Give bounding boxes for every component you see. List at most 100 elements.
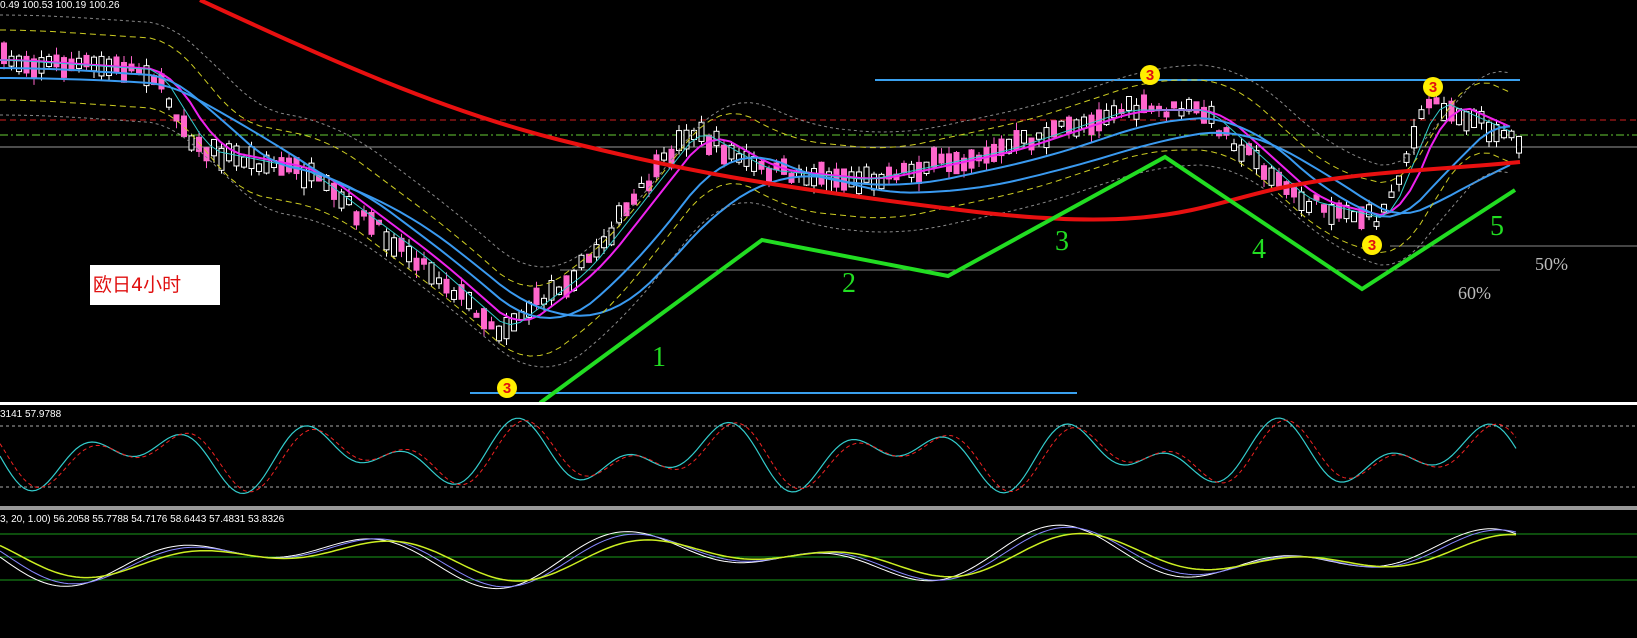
candle-body — [1388, 191, 1395, 198]
candle-body — [1268, 167, 1275, 186]
candle-body — [653, 154, 660, 178]
indicator-line — [0, 114, 1511, 368]
candle-body — [383, 231, 390, 251]
candle-body — [166, 98, 172, 108]
oscillator-line — [0, 419, 1517, 493]
wave-label: 3 — [1055, 226, 1069, 257]
candle-body — [8, 55, 15, 67]
candle-body — [23, 55, 30, 74]
candle-body — [226, 143, 232, 162]
candle-body — [676, 130, 682, 151]
candle-body — [961, 157, 967, 172]
candle-body — [203, 147, 210, 162]
candle-body — [1276, 171, 1282, 187]
candle-body — [436, 277, 442, 285]
marker-label: 3 — [1429, 79, 1437, 96]
candle-body — [1463, 111, 1470, 132]
candle-body — [83, 54, 90, 68]
candle-body — [488, 321, 495, 330]
candle-body — [878, 173, 885, 190]
candle-body — [721, 144, 727, 165]
indicator-line — [0, 14, 1511, 268]
wave-label: 4 — [1252, 234, 1266, 265]
candle-body — [1418, 109, 1425, 120]
candle-body — [1051, 120, 1057, 138]
marker-label: 3 — [1146, 67, 1154, 84]
candle-body — [428, 262, 435, 285]
candle-body — [368, 211, 375, 235]
candle-body — [1493, 124, 1500, 143]
panel-info: 3141 57.9788 — [0, 409, 62, 420]
candle-body — [1163, 111, 1170, 118]
candle-body — [728, 144, 735, 160]
candle-body — [1036, 132, 1042, 140]
candle-body — [1006, 138, 1012, 154]
candle-body — [548, 280, 555, 301]
candle-body — [533, 287, 540, 306]
candle-body — [1358, 206, 1365, 230]
candle-body — [698, 121, 705, 142]
candle-body — [1321, 204, 1327, 213]
wave-line — [538, 154, 1517, 405]
marker: 3 — [1362, 235, 1382, 255]
candle-body — [1, 42, 7, 65]
candle-body — [1343, 204, 1350, 220]
indicator-line — [0, 59, 1511, 322]
indicator-line — [0, 67, 1511, 320]
marker: 3 — [497, 378, 517, 398]
candle-body — [1246, 143, 1252, 156]
candle-body — [1141, 94, 1147, 114]
candle-body — [616, 205, 622, 224]
candle-body — [331, 182, 337, 200]
candle-body — [1516, 135, 1522, 154]
fib-label: 50% — [1535, 254, 1568, 274]
panel-separator — [0, 402, 1637, 405]
marker-label: 3 — [503, 380, 511, 397]
candle-body — [458, 284, 465, 300]
candle-body — [113, 56, 120, 73]
marker-label: 3 — [1368, 237, 1376, 254]
candle-body — [1171, 101, 1177, 109]
candle-body — [661, 152, 667, 161]
candle-body — [391, 237, 397, 257]
candle-body — [901, 162, 907, 174]
candle-body — [443, 278, 450, 294]
candle-body — [601, 236, 607, 249]
indicator-line — [0, 77, 1511, 317]
candle-body — [1351, 211, 1357, 223]
candle-body — [931, 147, 937, 168]
candle-body — [263, 154, 270, 174]
candle-body — [196, 136, 202, 152]
candle-body — [241, 156, 247, 168]
candle-body — [1223, 127, 1230, 136]
candle-body — [1253, 149, 1260, 170]
candle-body — [421, 258, 427, 265]
candle-body — [188, 135, 195, 151]
candle-body — [841, 168, 847, 191]
candle-body — [1433, 97, 1440, 105]
candle-body — [608, 227, 615, 246]
wave-label: 5 — [1490, 211, 1504, 242]
candle-body — [496, 325, 502, 342]
candle-body — [1261, 165, 1267, 180]
candle-body — [511, 313, 517, 332]
candle-body — [706, 135, 712, 155]
candle-body — [1058, 120, 1065, 127]
label-box — [90, 265, 220, 305]
candle-body — [173, 114, 180, 122]
candle-body — [466, 291, 472, 310]
panel-separator — [0, 506, 1637, 510]
marker: 3 — [1140, 65, 1160, 85]
candle-body — [53, 54, 60, 68]
candle-body — [1328, 203, 1335, 225]
candle-body — [353, 211, 360, 226]
candle-body — [503, 317, 510, 340]
candle-body — [1501, 130, 1507, 139]
candle-body — [1396, 175, 1402, 185]
candle-body — [1201, 106, 1207, 124]
candle-body — [563, 275, 570, 298]
candle-body — [1126, 96, 1132, 111]
candle-body — [181, 115, 187, 138]
